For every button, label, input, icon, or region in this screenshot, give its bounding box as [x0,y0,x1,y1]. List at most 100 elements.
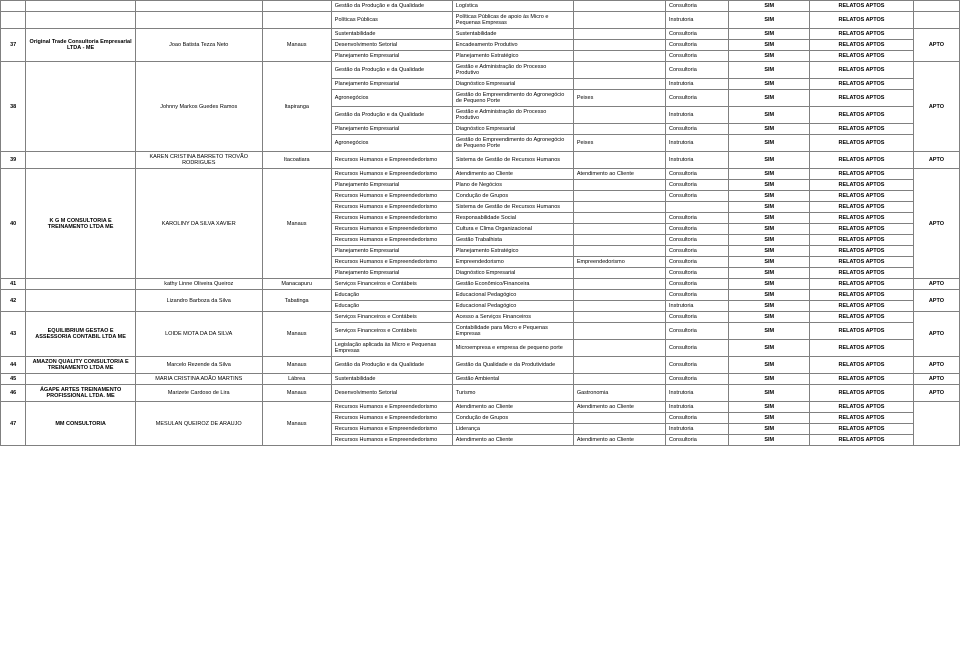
table-cell: Consultoria [666,235,729,246]
table-cell [26,152,136,169]
table-cell: SIM [729,246,810,257]
table-cell: 42 [1,290,26,312]
table-cell: Sistema de Gestão de Recursos Humanos [452,202,573,213]
table-cell: Consultoria [666,279,729,290]
table-cell: SIM [729,152,810,169]
table-cell [573,107,665,124]
table-cell: 41 [1,279,26,290]
table-cell [1,12,26,29]
table-cell: Instrutoria [666,424,729,435]
table-cell: 47 [1,402,26,446]
table-cell: Cultura e Clima Organizacional [452,224,573,235]
table-cell: SIM [729,323,810,340]
table-cell: Planejamento Empresarial [331,51,452,62]
table-cell: Agronegócios [331,135,452,152]
table-cell: EQUILIBRIUM GESTAO E ASSESSORIA CONTABIL… [26,312,136,357]
table-row: 46ÁGAPE ARTES TREINAMENTO PROFISSIONAL L… [1,385,960,402]
table-cell: 45 [1,374,26,385]
table-cell [135,12,262,29]
table-cell: Gestão e Administração do Processo Produ… [452,62,573,79]
table-cell: RELATOS APTOS [810,12,914,29]
table-cell: SIM [729,62,810,79]
table-cell: Logística [452,1,573,12]
table-cell [573,301,665,312]
table-cell: Consultoria [666,413,729,424]
table-cell: Gestão e Administração do Processo Produ… [452,107,573,124]
table-cell: Recursos Humanos e Empreendedorismo [331,202,452,213]
table-cell: Manaus [262,357,331,374]
table-cell: Consultoria [666,1,729,12]
table-cell: SIM [729,402,810,413]
table-cell: Lizandro Barboza da Silva [135,290,262,312]
table-cell: Acesso a Serviços Financeiros [452,312,573,323]
table-cell [573,279,665,290]
table-cell: APTO [913,152,959,169]
table-cell: SIM [729,268,810,279]
table-cell: Instrutoria [666,301,729,312]
table-cell: SIM [729,213,810,224]
table-cell: RELATOS APTOS [810,340,914,357]
table-cell: Diagnóstico Empresarial [452,268,573,279]
table-cell: RELATOS APTOS [810,152,914,169]
table-cell: SIM [729,79,810,90]
table-cell [26,374,136,385]
table-cell: Instrutoria [666,152,729,169]
table-cell: Recursos Humanos e Empreendedorismo [331,169,452,180]
table-cell: kathy Linne Oliveira Queiroz [135,279,262,290]
table-cell: Planejamento Empresarial [331,180,452,191]
table-cell: Recursos Humanos e Empreendedorismo [331,191,452,202]
table-cell: Johnny Markos Guedes Ramos [135,62,262,152]
table-cell: SIM [729,385,810,402]
table-cell: RELATOS APTOS [810,357,914,374]
table-cell: Educação [331,301,452,312]
table-cell: SIM [729,290,810,301]
table-cell [573,51,665,62]
table-cell: Consultoria [666,29,729,40]
table-row: 47MM CONSULTORIAMESULAN QUEIROZ DE ARAUJ… [1,402,960,413]
table-cell: Recursos Humanos e Empreendedorismo [331,424,452,435]
table-cell: RELATOS APTOS [810,290,914,301]
table-cell: Atendimento ao Cliente [452,435,573,446]
table-cell: Consultoria [666,213,729,224]
table-cell: Diagnóstico Empresarial [452,124,573,135]
table-cell: Recursos Humanos e Empreendedorismo [331,152,452,169]
table-cell [262,12,331,29]
table-cell [573,213,665,224]
table-cell: RELATOS APTOS [810,135,914,152]
table-row: 43EQUILIBRIUM GESTAO E ASSESSORIA CONTAB… [1,312,960,323]
table-cell: SIM [729,12,810,29]
table-cell: Empreendedorismo [573,257,665,268]
table-cell: Microempresa e empresa de pequeno porte [452,340,573,357]
table-cell: Original Trade Consultoria Empresarial L… [26,29,136,62]
table-cell [913,402,959,446]
table-cell: APTO [913,374,959,385]
table-cell: RELATOS APTOS [810,268,914,279]
table-cell: KAREN CRISTINA BARRETO TROVÃO RODRIGUES [135,152,262,169]
table-cell: Consultoria [666,268,729,279]
table-cell: Desenvolvimento Setorial [331,385,452,402]
table-cell [26,290,136,312]
table-cell: Contabilidade para Micro e Pequenas Empr… [452,323,573,340]
table-cell: SIM [729,340,810,357]
table-cell: Educacional Pedagógico [452,301,573,312]
table-cell [573,268,665,279]
table-cell: RELATOS APTOS [810,312,914,323]
table-cell: 43 [1,312,26,357]
table-cell: RELATOS APTOS [810,257,914,268]
table-cell: 37 [1,29,26,62]
table-cell: Atendimento ao Cliente [452,169,573,180]
table-cell: SIM [729,235,810,246]
table-cell: APTO [913,29,959,62]
table-cell [573,235,665,246]
table-cell [262,1,331,12]
table-cell: Peixes [573,90,665,107]
table-cell: Manaus [262,385,331,402]
table-cell [573,340,665,357]
table-cell: Gastronomia [573,385,665,402]
table-cell: Serviços Financeiros e Contábeis [331,323,452,340]
table-cell: Gestão da Produção e da Qualidade [331,107,452,124]
table-cell: MARIA CRISTINA ADÃO MARTINS [135,374,262,385]
table-cell: Educação [331,290,452,301]
table-cell: Liderança [452,424,573,435]
table-cell: Responsabilidade Social [452,213,573,224]
